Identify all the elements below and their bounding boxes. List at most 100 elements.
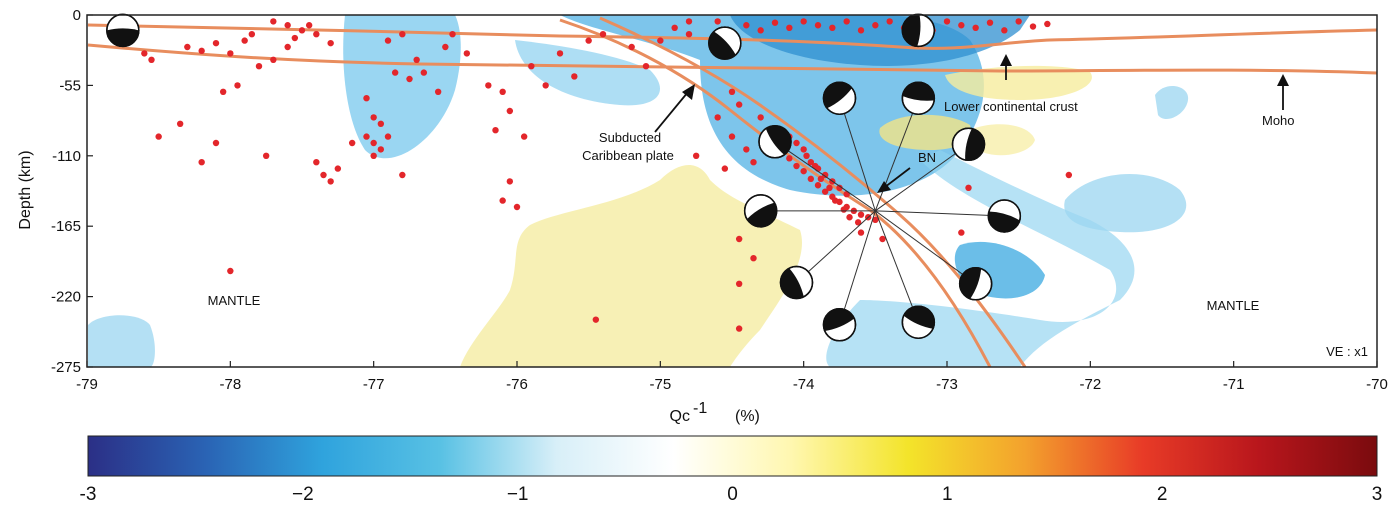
low-qc-anomaly bbox=[343, 15, 461, 159]
earthquake-point bbox=[735, 101, 743, 108]
focal-mechanism bbox=[901, 305, 936, 339]
earthquake-point bbox=[821, 188, 829, 195]
earthquake-point bbox=[556, 50, 564, 57]
earthquake-point bbox=[298, 27, 306, 34]
earthquake-point bbox=[854, 219, 862, 226]
low-qc-anomaly bbox=[730, 15, 1030, 66]
focal-mechanisms bbox=[106, 13, 1022, 342]
x-tick-label: -77 bbox=[363, 376, 385, 393]
colorbar-tick-label: −1 bbox=[507, 484, 529, 505]
earthquake-point bbox=[735, 235, 743, 243]
earthquake-point bbox=[320, 171, 327, 179]
earthquake-point bbox=[599, 31, 607, 38]
y-tick-label: -55 bbox=[59, 77, 81, 94]
y-tick-label: 0 bbox=[73, 7, 81, 24]
high-qc-anomaly bbox=[945, 65, 1092, 100]
earthquake-point bbox=[685, 18, 693, 25]
earthquake-point bbox=[750, 255, 757, 262]
earthquake-point bbox=[958, 22, 965, 29]
earthquake-point bbox=[399, 31, 406, 38]
earthquake-point bbox=[305, 22, 313, 29]
bn-arrow bbox=[884, 167, 911, 188]
earthquake-point bbox=[255, 62, 263, 70]
focal-leader-line bbox=[796, 210, 876, 283]
y-axis-ticks: 0 -55 -110 -165 -220 -275 bbox=[51, 7, 93, 376]
subducted-label-line2: Caribbean plate bbox=[582, 148, 674, 163]
focal-mechanism bbox=[106, 13, 140, 48]
earthquake-point bbox=[735, 325, 743, 332]
earthquake-point bbox=[821, 171, 829, 179]
earthquake-point bbox=[943, 18, 951, 25]
earthquake-point bbox=[836, 184, 843, 191]
vertical-exaggeration-label: VE : x1 bbox=[1326, 344, 1368, 359]
earthquake-point bbox=[692, 152, 700, 159]
focal-mechanism bbox=[779, 265, 814, 300]
earthquake-point bbox=[384, 37, 392, 44]
earthquake-point bbox=[284, 43, 291, 51]
focal-mechanism bbox=[708, 26, 742, 60]
earthquake-point bbox=[313, 159, 320, 166]
colorbar-tick-label: −2 bbox=[292, 484, 314, 505]
earthquake-point bbox=[843, 18, 850, 25]
low-qc-anomaly bbox=[515, 40, 660, 106]
lower-crust-label: Lower continental crust bbox=[944, 99, 1078, 114]
earthquake-point bbox=[965, 184, 972, 191]
x-axis-label-superscript: -1 bbox=[693, 400, 707, 417]
earthquake-point bbox=[843, 191, 850, 198]
earthquake-point bbox=[721, 165, 729, 172]
earthquake-point bbox=[449, 31, 456, 38]
earthquake-point bbox=[492, 127, 499, 134]
earthquake-point bbox=[832, 197, 839, 204]
x-tick-label: -71 bbox=[1223, 376, 1245, 393]
earthquake-point bbox=[771, 19, 779, 26]
focal-leader-line bbox=[874, 210, 919, 323]
earthquake-point bbox=[743, 146, 750, 153]
mantle-label-left: MANTLE bbox=[208, 293, 261, 308]
earthquake-point bbox=[434, 88, 442, 96]
earthquake-point bbox=[334, 165, 342, 172]
focal-mechanism bbox=[822, 308, 857, 342]
earthquake-point bbox=[592, 316, 600, 323]
earthquake-point bbox=[750, 159, 757, 166]
x-tick-label: -74 bbox=[793, 376, 815, 393]
x-axis-label-unit: (%) bbox=[735, 408, 760, 425]
focal-mechanism bbox=[951, 127, 986, 162]
earthquake-point bbox=[685, 31, 693, 38]
earthquake-point bbox=[499, 197, 506, 204]
earthquake-point bbox=[1015, 18, 1022, 25]
earthquake-point bbox=[743, 22, 750, 29]
colorbar-tick-label: 1 bbox=[942, 484, 953, 505]
earthquake-point bbox=[857, 27, 865, 34]
earthquake-point bbox=[363, 133, 370, 140]
earthquake-point bbox=[542, 82, 549, 89]
earthquake-point bbox=[284, 22, 291, 29]
focal-mechanism bbox=[758, 124, 792, 159]
x-axis-label: Qc bbox=[670, 408, 690, 425]
earthquake-point bbox=[814, 182, 822, 189]
focal-mechanism bbox=[743, 194, 778, 228]
earthquake-point bbox=[327, 39, 334, 47]
earthquake-point bbox=[506, 107, 514, 115]
low-qc-anomaly bbox=[826, 150, 1135, 367]
earthquake-point bbox=[585, 37, 592, 44]
x-tick-label: -75 bbox=[649, 376, 671, 393]
moho-label: Moho bbox=[1262, 113, 1295, 128]
earthquake-point bbox=[728, 88, 736, 96]
subducted-arrow bbox=[654, 91, 689, 133]
earthquake-point bbox=[671, 24, 678, 31]
earthquake-point bbox=[406, 75, 413, 83]
earthquake-point bbox=[807, 159, 815, 166]
earthquake-point bbox=[234, 82, 241, 89]
earthquake-point bbox=[377, 146, 385, 153]
earthquake-point bbox=[628, 43, 635, 51]
earthquake-point bbox=[786, 24, 793, 31]
earthquake-point bbox=[313, 31, 320, 38]
earthquake-point bbox=[657, 37, 664, 44]
x-tick-label: -76 bbox=[506, 376, 528, 393]
y-tick-label: -275 bbox=[51, 359, 81, 376]
earthquake-point bbox=[506, 178, 514, 185]
x-tick-label: -78 bbox=[219, 376, 241, 393]
earthquake-point bbox=[1029, 23, 1037, 30]
earthquake-point bbox=[714, 18, 721, 25]
